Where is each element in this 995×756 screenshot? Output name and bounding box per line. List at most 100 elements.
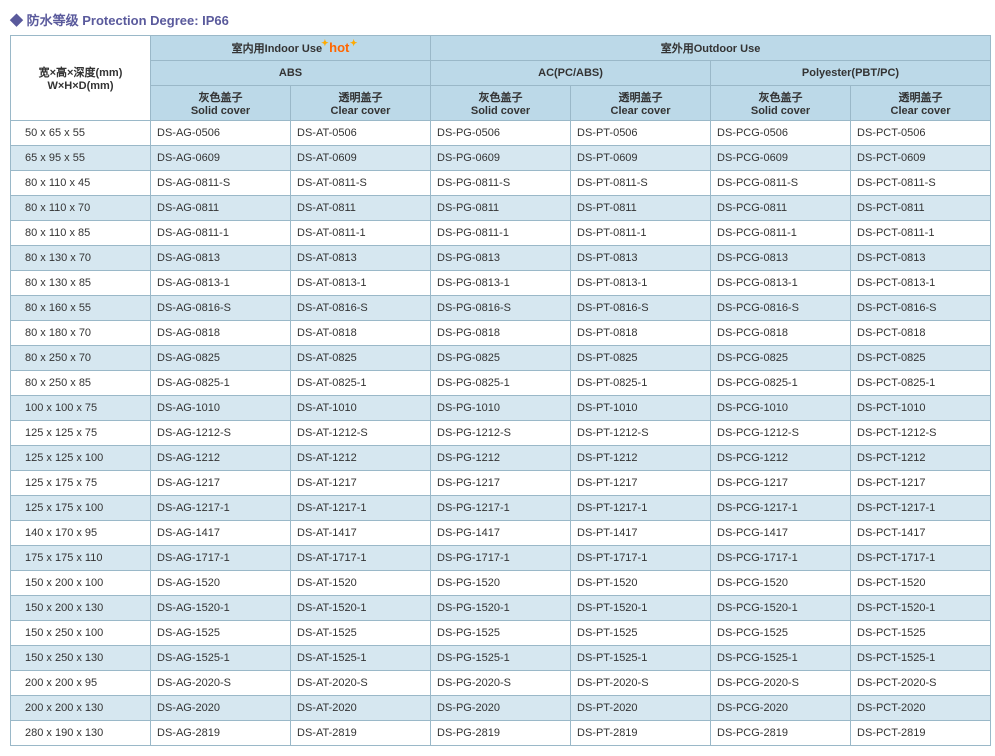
clear-cn: 透明盖子: [577, 89, 704, 105]
cell-at: DS-AT-1217-1: [291, 496, 431, 521]
cell-pg: DS-PG-1417: [431, 521, 571, 546]
cell-ag: DS-AG-1525-1: [151, 646, 291, 671]
cell-pcg: DS-PCG-0609: [711, 146, 851, 171]
cell-ag: DS-AG-0506: [151, 121, 291, 146]
cell-pg: DS-PG-1717-1: [431, 546, 571, 571]
cell-pct: DS-PCT-1525-1: [851, 646, 991, 671]
cell-pt: DS-PT-0811: [571, 196, 711, 221]
cell-dim: 80 x 110 x 70: [11, 196, 151, 221]
cell-ag: DS-AG-1212-S: [151, 421, 291, 446]
header-poly: Polyester(PBT/PC): [711, 61, 991, 86]
solid-cn: 灰色盖子: [717, 89, 844, 105]
cell-pct: DS-PCT-1525: [851, 621, 991, 646]
cell-ag: DS-AG-1520-1: [151, 596, 291, 621]
cell-ag: DS-AG-2819: [151, 721, 291, 746]
cell-pt: DS-PT-2020: [571, 696, 711, 721]
cell-pt: DS-PT-1217: [571, 471, 711, 496]
cell-at: DS-AT-0813: [291, 246, 431, 271]
cell-at: DS-AT-0609: [291, 146, 431, 171]
cell-at: DS-AT-2020: [291, 696, 431, 721]
cell-at: DS-AT-1525-1: [291, 646, 431, 671]
solid-cn: 灰色盖子: [437, 89, 564, 105]
cell-dim: 80 x 250 x 85: [11, 371, 151, 396]
cell-pcg: DS-PCG-1212: [711, 446, 851, 471]
table-row: 80 x 110 x 85DS-AG-0811-1DS-AT-0811-1DS-…: [11, 221, 991, 246]
cell-pg: DS-PG-0811: [431, 196, 571, 221]
cell-pt: DS-PT-0813-1: [571, 271, 711, 296]
cell-pg: DS-PG-1212: [431, 446, 571, 471]
cell-at: DS-AT-1520-1: [291, 596, 431, 621]
table-row: 125 x 125 x 100DS-AG-1212DS-AT-1212DS-PG…: [11, 446, 991, 471]
table-row: 100 x 100 x 75DS-AG-1010DS-AT-1010DS-PG-…: [11, 396, 991, 421]
cell-pt: DS-PT-0825-1: [571, 371, 711, 396]
cell-pg: DS-PG-0813: [431, 246, 571, 271]
cell-ag: DS-AG-1010: [151, 396, 291, 421]
cell-at: DS-AT-0818: [291, 321, 431, 346]
table-row: 150 x 200 x 130DS-AG-1520-1DS-AT-1520-1D…: [11, 596, 991, 621]
header-dimensions: 宽×高×深度(mm) W×H×D(mm): [11, 36, 151, 121]
table-row: 140 x 170 x 95DS-AG-1417DS-AT-1417DS-PG-…: [11, 521, 991, 546]
header-ac-solid: 灰色盖子 Solid cover: [431, 86, 571, 121]
table-row: 280 x 190 x 130DS-AG-2819DS-AT-2819DS-PG…: [11, 721, 991, 746]
cell-at: DS-AT-1010: [291, 396, 431, 421]
solid-en: Solid cover: [437, 105, 564, 117]
cell-ag: DS-AG-2020: [151, 696, 291, 721]
cell-ag: DS-AG-1212: [151, 446, 291, 471]
cell-dim: 125 x 125 x 75: [11, 421, 151, 446]
cell-pcg: DS-PCG-1717-1: [711, 546, 851, 571]
cell-pct: DS-PCT-1212-S: [851, 421, 991, 446]
cell-ag: DS-AG-0813: [151, 246, 291, 271]
dim-header-line2: W×H×D(mm): [17, 80, 144, 92]
cell-pg: DS-PG-0506: [431, 121, 571, 146]
header-poly-solid: 灰色盖子 Solid cover: [711, 86, 851, 121]
cell-at: DS-AT-0811-S: [291, 171, 431, 196]
cell-pcg: DS-PCG-1525: [711, 621, 851, 646]
cell-dim: 50 x 65 x 55: [11, 121, 151, 146]
cell-ag: DS-AG-2020-S: [151, 671, 291, 696]
cell-pcg: DS-PCG-2020-S: [711, 671, 851, 696]
cell-pcg: DS-PCG-1417: [711, 521, 851, 546]
cell-pt: DS-PT-2819: [571, 721, 711, 746]
table-body: 50 x 65 x 55DS-AG-0506DS-AT-0506DS-PG-05…: [11, 121, 991, 746]
cell-pt: DS-PT-0811-S: [571, 171, 711, 196]
cell-pt: DS-PT-1217-1: [571, 496, 711, 521]
cell-pt: DS-PT-0811-1: [571, 221, 711, 246]
cell-pt: DS-PT-1417: [571, 521, 711, 546]
cell-pct: DS-PCT-0825: [851, 346, 991, 371]
cell-pt: DS-PT-0816-S: [571, 296, 711, 321]
table-row: 175 x 175 x 110DS-AG-1717-1DS-AT-1717-1D…: [11, 546, 991, 571]
cell-dim: 200 x 200 x 130: [11, 696, 151, 721]
cell-pg: DS-PG-0813-1: [431, 271, 571, 296]
cell-pt: DS-PT-1010: [571, 396, 711, 421]
cell-dim: 150 x 250 x 100: [11, 621, 151, 646]
cell-dim: 125 x 175 x 75: [11, 471, 151, 496]
hot-icon: hot: [329, 40, 349, 55]
cell-pg: DS-PG-0818: [431, 321, 571, 346]
table-row: 125 x 125 x 75DS-AG-1212-SDS-AT-1212-SDS…: [11, 421, 991, 446]
cell-dim: 80 x 110 x 85: [11, 221, 151, 246]
cell-pt: DS-PT-1212: [571, 446, 711, 471]
cell-pct: DS-PCT-1212: [851, 446, 991, 471]
cell-pcg: DS-PCG-1010: [711, 396, 851, 421]
cell-pt: DS-PT-0609: [571, 146, 711, 171]
cell-pcg: DS-PCG-2819: [711, 721, 851, 746]
cell-ag: DS-AG-1217-1: [151, 496, 291, 521]
table-row: 80 x 130 x 70DS-AG-0813DS-AT-0813DS-PG-0…: [11, 246, 991, 271]
cell-pct: DS-PCT-2020: [851, 696, 991, 721]
cell-dim: 150 x 200 x 130: [11, 596, 151, 621]
cell-ag: DS-AG-0818: [151, 321, 291, 346]
cell-pt: DS-PT-0813: [571, 246, 711, 271]
table-row: 80 x 180 x 70DS-AG-0818DS-AT-0818DS-PG-0…: [11, 321, 991, 346]
cell-dim: 125 x 175 x 100: [11, 496, 151, 521]
cell-dim: 65 x 95 x 55: [11, 146, 151, 171]
cell-pct: DS-PCT-0818: [851, 321, 991, 346]
cell-ag: DS-AG-0825-1: [151, 371, 291, 396]
cell-pct: DS-PCT-1417: [851, 521, 991, 546]
cell-ag: DS-AG-0811: [151, 196, 291, 221]
cell-pct: DS-PCT-0506: [851, 121, 991, 146]
cell-pg: DS-PG-2819: [431, 721, 571, 746]
clear-en: Clear cover: [297, 105, 424, 117]
cell-pt: DS-PT-1525: [571, 621, 711, 646]
cell-at: DS-AT-0506: [291, 121, 431, 146]
cell-pct: DS-PCT-0811-1: [851, 221, 991, 246]
